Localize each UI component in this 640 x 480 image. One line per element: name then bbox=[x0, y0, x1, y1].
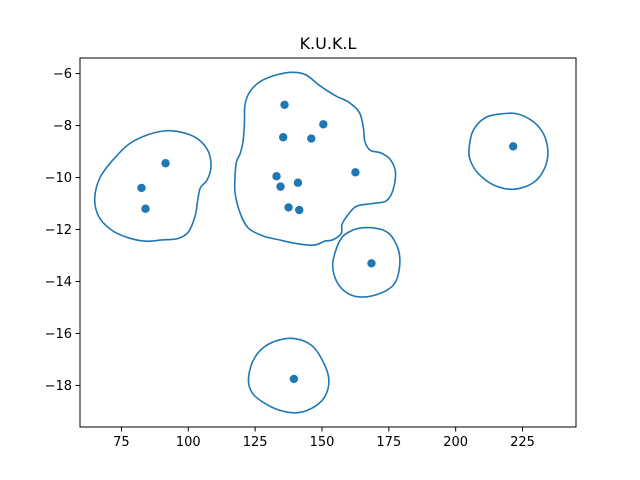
data-point-14 bbox=[367, 259, 376, 268]
chart-title: K.U.K.L bbox=[300, 34, 357, 53]
data-point-15 bbox=[508, 142, 518, 151]
y-tick-label: −10 bbox=[45, 171, 72, 186]
y-tick-label: −12 bbox=[45, 223, 72, 238]
data-point-16 bbox=[289, 374, 299, 384]
data-point-1 bbox=[137, 183, 146, 193]
data-point-6 bbox=[279, 133, 288, 142]
x-tick-label: 150 bbox=[310, 435, 335, 450]
y-tick-label: −8 bbox=[53, 119, 72, 134]
contour-4 bbox=[468, 112, 549, 191]
y-tick-label: −14 bbox=[45, 275, 72, 290]
data-point-7 bbox=[307, 134, 316, 143]
data-point-4 bbox=[280, 100, 289, 109]
data-point-8 bbox=[272, 172, 281, 181]
x-tick-label: 100 bbox=[176, 435, 201, 450]
contour-layer bbox=[93, 71, 549, 414]
point-layer bbox=[137, 100, 518, 384]
x-tick-label: 225 bbox=[510, 435, 535, 450]
data-point-12 bbox=[284, 203, 293, 212]
contour-2 bbox=[233, 71, 397, 247]
x-tick-label: 75 bbox=[113, 435, 130, 450]
data-point-10 bbox=[293, 178, 303, 187]
contour-1 bbox=[93, 129, 212, 243]
data-point-3 bbox=[161, 159, 170, 168]
data-point-11 bbox=[351, 168, 360, 177]
y-tick-label: −6 bbox=[53, 67, 72, 82]
data-point-2 bbox=[141, 204, 150, 213]
x-tick-label: 200 bbox=[443, 435, 468, 450]
x-axis: 75 100 125 150 175 200 225 bbox=[113, 427, 535, 450]
y-axis: −6 −8 −10 −12 −14 −16 −18 bbox=[45, 67, 80, 394]
contour-5 bbox=[247, 337, 330, 414]
y-tick-label: −18 bbox=[45, 379, 72, 394]
data-point-5 bbox=[319, 120, 328, 129]
data-point-9 bbox=[276, 182, 285, 191]
contour-3 bbox=[331, 226, 401, 298]
x-tick-label: 125 bbox=[243, 435, 268, 450]
x-tick-label: 175 bbox=[376, 435, 401, 450]
plot-frame bbox=[79, 57, 577, 428]
data-point-13 bbox=[295, 205, 304, 215]
y-tick-label: −16 bbox=[45, 327, 72, 342]
